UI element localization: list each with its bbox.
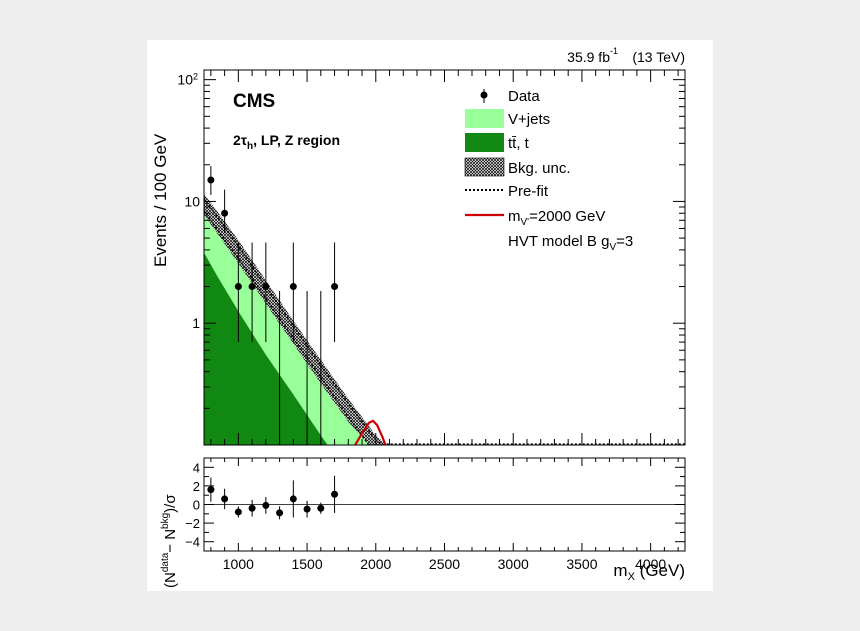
- energy-label: (13 TeV): [632, 49, 685, 65]
- figure-canvas: 1 10 10 2 1000 1500 2000 2500 3000 3500 4000 4 2 0 −2−…: [147, 40, 713, 591]
- data-point: [221, 209, 229, 217]
- pull-point: [317, 504, 325, 512]
- data-point: [207, 176, 215, 184]
- data-point: [234, 283, 242, 291]
- uncertainty-band: [204, 194, 387, 445]
- data-point: [248, 283, 256, 291]
- lower-frame: [203, 457, 686, 552]
- pull-point: [221, 495, 229, 503]
- legend-model-label: HVT model B gV=3: [508, 233, 633, 253]
- lower-y-tick-label: −4: [185, 535, 200, 550]
- pull-point: [303, 505, 311, 513]
- lower-y-tick-label: 4: [193, 460, 200, 475]
- data-point: [289, 283, 297, 291]
- legend: Data V+jets tt̄, t Bkg. unc. Pre-fit mV'…: [464, 88, 633, 253]
- pull-point: [248, 504, 256, 512]
- pull-point: [331, 490, 339, 498]
- legend-ttbar-swatch: [465, 133, 504, 152]
- region-label: 2τh, LP, Z region: [233, 132, 340, 152]
- cms-label: CMS: [233, 91, 275, 112]
- lower-y-tick-label: 0: [193, 498, 200, 513]
- legend-data-label: Data: [508, 88, 540, 105]
- pull-point: [207, 486, 215, 494]
- pull-point: [289, 495, 297, 503]
- prefit-line-lower: [204, 210, 370, 445]
- lumi-label: 35.9 fb: [567, 49, 610, 65]
- x-tick-label: 1500: [291, 556, 322, 572]
- upper-y-axis-label: Events / 100 GeV: [151, 133, 170, 267]
- legend-vjets-swatch: [465, 109, 504, 128]
- data-point: [331, 283, 339, 291]
- pull-point: [276, 509, 284, 517]
- signal-curve: [354, 419, 387, 445]
- pull-point: [262, 501, 270, 509]
- background-layer: [204, 194, 685, 445]
- x-tick-label: 1000: [223, 556, 254, 572]
- x-tick-label: 3500: [566, 556, 597, 572]
- legend-data-marker: [480, 91, 488, 99]
- upper-y-tick-superscript: 2: [193, 72, 198, 82]
- legend-signal-label: mV'=2000 GeV: [508, 208, 605, 228]
- upper-y-tick-label: 10: [177, 72, 193, 88]
- legend-prefit-label: Pre-fit: [508, 183, 549, 200]
- lower-y-axis-label: (Ndata− Nbkg)/σ: [160, 494, 179, 588]
- legend-ttbar-label: tt̄, t: [508, 135, 530, 152]
- lower-y-tick-label: −2: [185, 516, 200, 531]
- x-tick-label: 3000: [498, 556, 529, 572]
- x-tick-label: 4000: [635, 556, 666, 572]
- ttbar-area: [204, 252, 328, 445]
- x-tick-label: 2500: [429, 556, 460, 572]
- legend-vjets-label: V+jets: [508, 111, 550, 128]
- upper-frame: [203, 69, 686, 446]
- lower-y-tick-label: 2: [193, 479, 200, 494]
- upper-y-tick-label: 1: [192, 315, 200, 331]
- x-tick-label: 2000: [360, 556, 391, 572]
- x-axis-label: mX (GeV): [613, 561, 685, 583]
- data-point: [262, 283, 270, 291]
- upper-y-tick-label: 10: [184, 193, 200, 209]
- pull-point: [234, 508, 242, 516]
- legend-unc-swatch: [464, 157, 505, 177]
- legend-unc-label: Bkg. unc.: [508, 160, 571, 177]
- lumi-superscript: -1: [610, 46, 618, 56]
